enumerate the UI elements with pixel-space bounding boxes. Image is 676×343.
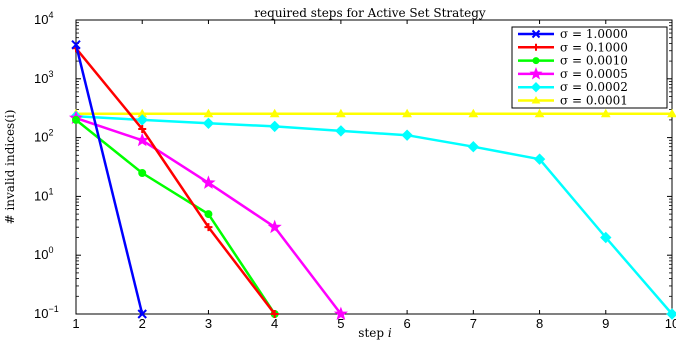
x-tick-label: 3 [205,316,212,331]
data-point [666,308,676,320]
data-point [532,43,540,51]
chart-title: required steps for Active Set Strategy [254,6,486,20]
legend-label: σ = 0.0001 [560,94,628,108]
data-point [667,108,676,118]
data-point [600,108,611,118]
data-point [402,108,412,118]
y-tick-label: 101 [34,186,53,203]
data-point [468,108,479,118]
data-point [270,310,279,318]
series-5 [70,110,676,320]
data-point [201,175,216,189]
x-axis: 1 2 3 4 5 6 7 8 9 10 [72,20,676,331]
series-4 [68,110,348,321]
data-point [72,115,80,124]
legend-box [511,26,668,109]
data-point [203,108,214,118]
data-point [135,132,150,147]
legend-label: σ = 0.0005 [560,67,628,81]
data-point [138,125,147,134]
series-line [75,47,276,315]
data-point [531,96,541,104]
data-point [269,108,280,118]
series-layer [68,40,676,321]
data-point [71,40,81,50]
x-tick-label: 7 [470,316,477,331]
x-axis-label: step i [358,326,392,340]
y-axis-label: # invalid indices(i) [3,110,17,225]
legend-label: σ = 0.0002 [560,80,628,94]
data-point [335,125,347,137]
y-tick-label: 103 [34,69,53,86]
x-tick-label: 1 [72,316,79,331]
series-6 [71,108,676,118]
legend-item-3: σ = 0.0010 [518,54,628,68]
data-point [138,169,147,178]
legend-label: σ = 0.0010 [560,54,628,68]
x-tick-label: 6 [403,316,410,331]
legend-label: σ = 1.0000 [560,27,628,41]
data-point [534,108,545,118]
y-tick-label: 104 [34,10,53,27]
data-point [336,108,346,118]
data-point [531,29,541,39]
data-point [204,223,213,232]
data-point [268,120,281,133]
data-point [600,231,612,244]
x-tick-label: 2 [139,316,146,331]
series-line [75,115,673,315]
data-point [401,129,413,141]
x-tick-label: 8 [536,316,543,331]
legend-label: σ = 0.1000 [560,40,628,54]
data-point [532,57,540,65]
legend-item-4: σ = 0.0005 [518,67,628,81]
data-point [204,210,213,219]
y-tick-label: 102 [34,128,53,145]
x-tick-label: 5 [337,316,344,331]
data-point [267,219,282,234]
series-1 [71,40,147,319]
x-tick-label: 10 [665,316,676,331]
x-tick-label: 9 [602,316,609,331]
legend-item-1: σ = 1.0000 [518,27,628,41]
y-tick-label: 10−1 [34,304,59,321]
data-point [137,309,147,319]
legend-item-2: σ = 0.1000 [518,40,628,54]
data-point [333,306,348,321]
series-line [74,44,144,315]
data-point [530,81,542,93]
data-point [136,114,148,126]
y-axis: 10−1 100 101 102 103 104 [34,10,672,321]
data-point [467,141,480,153]
x-tick-label: 4 [271,316,278,331]
legend-item-6: σ = 0.0001 [518,94,628,108]
y-tick-label: 100 [34,245,53,262]
legend-item-5: σ = 0.0002 [518,80,628,94]
data-point [533,153,546,165]
data-point [202,117,215,130]
data-point [529,67,543,80]
series-line [75,118,276,315]
